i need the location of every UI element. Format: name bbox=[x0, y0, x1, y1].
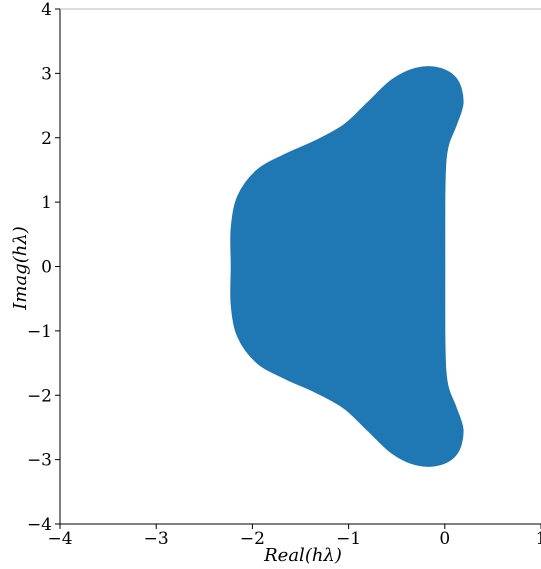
x-axis-label: Real(hλ) bbox=[263, 545, 342, 566]
plot-area bbox=[230, 66, 464, 467]
y-tick-label: 1 bbox=[41, 193, 52, 213]
y-tick-label: 2 bbox=[41, 129, 52, 149]
y-tick-label: −2 bbox=[27, 386, 52, 406]
x-tick-label: 1 bbox=[536, 529, 541, 549]
x-tick-label: 0 bbox=[439, 529, 450, 549]
y-tick-label: 0 bbox=[41, 258, 52, 278]
y-tick-label: −4 bbox=[27, 515, 52, 535]
x-tick-label: −4 bbox=[47, 529, 72, 549]
ticks: −4 −3 −2 −1 0 1 −4 −3 −2 −1 0 1 2 3 4 bbox=[27, 0, 541, 549]
stability-region bbox=[230, 66, 464, 467]
x-tick-label: −2 bbox=[240, 529, 265, 549]
y-tick-label: −1 bbox=[27, 322, 52, 342]
x-tick-label: −1 bbox=[336, 529, 361, 549]
y-tick-label: −3 bbox=[27, 451, 52, 471]
y-tick-label: 3 bbox=[41, 64, 52, 84]
x-tick-label: −3 bbox=[144, 529, 169, 549]
y-axis-label: Imag(hλ) bbox=[10, 226, 31, 310]
y-tick-label: 4 bbox=[41, 0, 52, 20]
